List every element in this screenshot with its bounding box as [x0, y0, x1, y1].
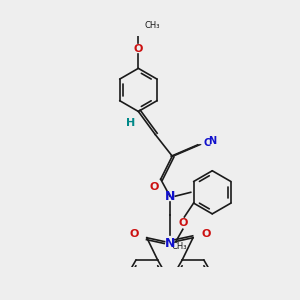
Text: O: O — [134, 44, 143, 54]
Text: CH₃: CH₃ — [145, 21, 160, 30]
Text: N: N — [208, 136, 217, 146]
Text: O: O — [178, 218, 188, 228]
Text: O: O — [129, 229, 138, 239]
Text: O: O — [201, 229, 211, 239]
Text: N: N — [165, 237, 175, 250]
Text: C: C — [203, 138, 210, 148]
Text: H: H — [126, 118, 135, 128]
Text: CH₃: CH₃ — [172, 242, 188, 251]
Text: N: N — [165, 190, 175, 203]
Text: O: O — [150, 182, 159, 192]
